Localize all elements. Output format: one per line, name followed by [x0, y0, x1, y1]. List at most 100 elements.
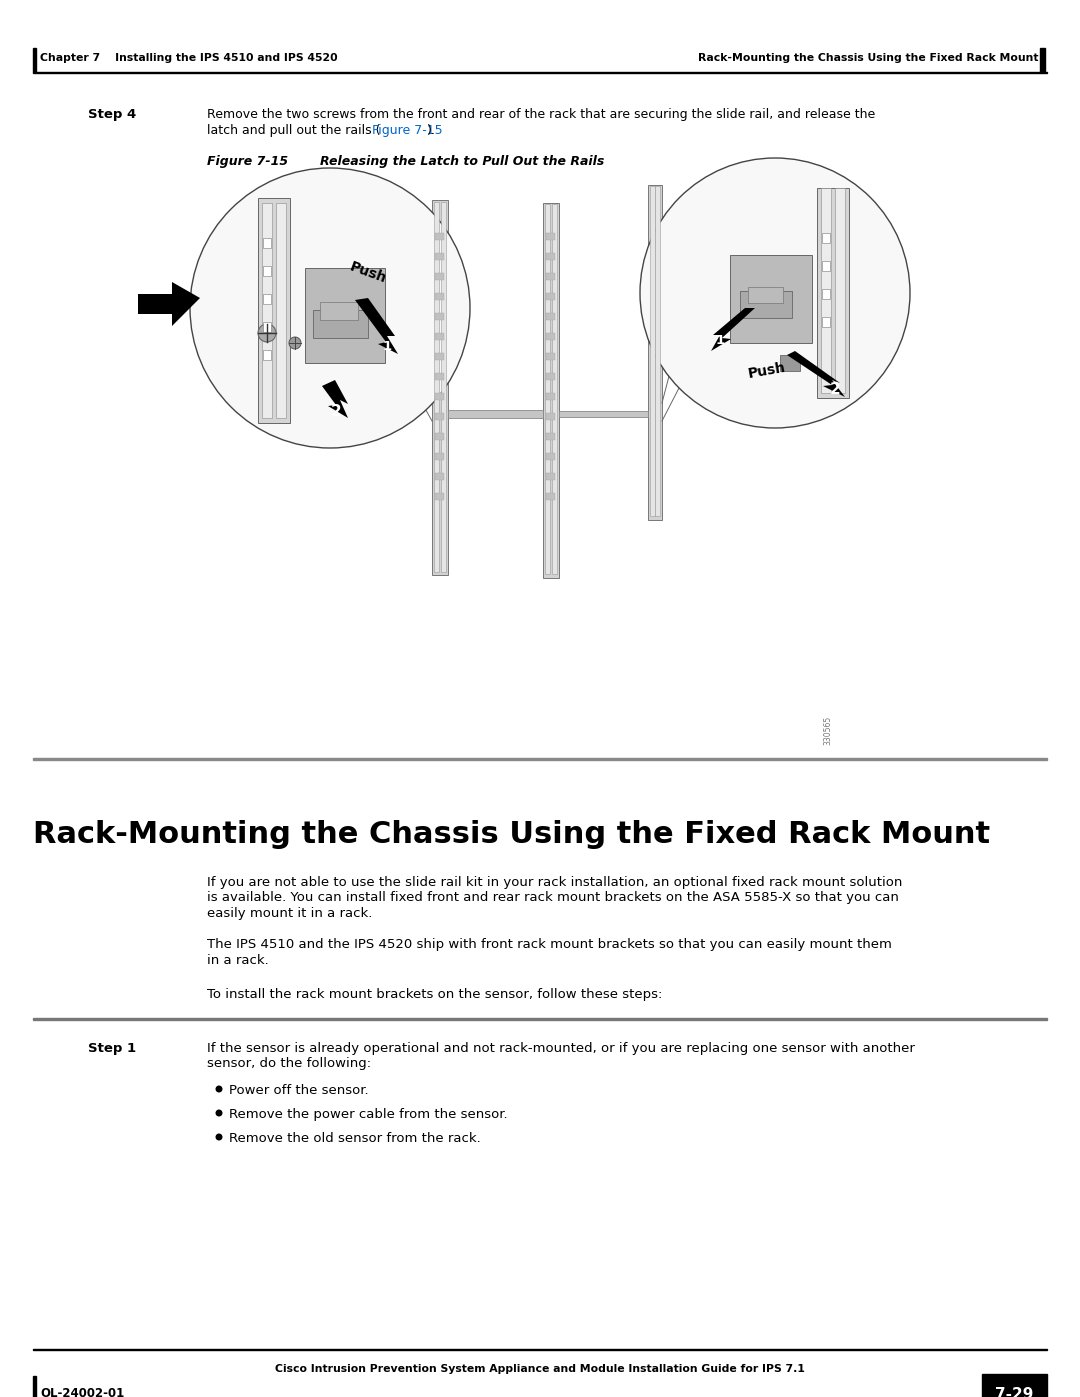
- Bar: [546, 393, 555, 400]
- Polygon shape: [138, 282, 200, 326]
- Bar: [821, 189, 831, 393]
- Bar: [822, 289, 831, 299]
- Bar: [434, 203, 438, 571]
- Polygon shape: [322, 380, 348, 418]
- Bar: [552, 204, 557, 574]
- Bar: [432, 200, 448, 576]
- Bar: [264, 265, 271, 277]
- Text: Releasing the Latch to Pull Out the Rails: Releasing the Latch to Pull Out the Rail…: [320, 155, 605, 168]
- Text: Figure 7-15: Figure 7-15: [372, 124, 443, 137]
- Circle shape: [216, 1085, 222, 1092]
- Bar: [546, 453, 555, 460]
- Text: is available. You can install fixed front and rear rack mount brackets on the AS: is available. You can install fixed fron…: [207, 891, 899, 904]
- Bar: [435, 313, 444, 320]
- Bar: [654, 186, 660, 515]
- Bar: [546, 373, 555, 380]
- Text: 1: 1: [715, 334, 725, 348]
- Bar: [258, 198, 291, 423]
- Text: Cisco Intrusion Prevention System Appliance and Module Installation Guide for IP: Cisco Intrusion Prevention System Applia…: [275, 1363, 805, 1375]
- Bar: [435, 493, 444, 500]
- Polygon shape: [787, 351, 845, 397]
- Circle shape: [289, 337, 301, 349]
- Ellipse shape: [190, 168, 470, 448]
- Bar: [264, 293, 271, 305]
- Ellipse shape: [640, 158, 910, 427]
- Bar: [740, 291, 792, 319]
- Bar: [546, 353, 555, 360]
- Text: If the sensor is already operational and not rack-mounted, or if you are replaci: If the sensor is already operational and…: [207, 1042, 915, 1055]
- Bar: [546, 253, 555, 260]
- Text: 330565: 330565: [824, 715, 833, 745]
- Bar: [546, 433, 555, 440]
- Text: 1: 1: [382, 339, 392, 352]
- Text: 2: 2: [829, 383, 840, 398]
- Bar: [648, 184, 662, 520]
- Text: Push: Push: [747, 360, 787, 381]
- Bar: [264, 237, 271, 249]
- Bar: [650, 186, 654, 515]
- Bar: [435, 393, 444, 400]
- Text: latch and pull out the rails (: latch and pull out the rails (: [207, 124, 380, 137]
- Text: Rack-Mounting the Chassis Using the Fixed Rack Mount: Rack-Mounting the Chassis Using the Fixe…: [698, 53, 1038, 63]
- Bar: [546, 332, 555, 339]
- Text: in a rack.: in a rack.: [207, 954, 269, 967]
- Bar: [546, 233, 555, 240]
- Bar: [435, 373, 444, 380]
- Bar: [543, 203, 559, 578]
- Text: 7-29: 7-29: [995, 1387, 1034, 1397]
- Text: Figure 7-15: Figure 7-15: [207, 155, 288, 168]
- Text: Chapter 7    Installing the IPS 4510 and IPS 4520: Chapter 7 Installing the IPS 4510 and IP…: [40, 53, 338, 63]
- Bar: [435, 233, 444, 240]
- Bar: [320, 302, 357, 320]
- Bar: [730, 256, 812, 344]
- Bar: [313, 310, 368, 338]
- Bar: [546, 493, 555, 500]
- Text: Push: Push: [348, 260, 389, 286]
- Bar: [835, 189, 845, 393]
- Circle shape: [258, 324, 276, 342]
- Bar: [435, 272, 444, 279]
- Bar: [435, 353, 444, 360]
- Text: To install the rack mount brackets on the sensor, follow these steps:: To install the rack mount brackets on th…: [207, 988, 662, 1002]
- Text: Step 1: Step 1: [87, 1042, 136, 1055]
- Bar: [546, 272, 555, 279]
- Polygon shape: [711, 307, 755, 351]
- Bar: [546, 293, 555, 300]
- Text: ).: ).: [427, 124, 436, 137]
- Text: Remove the two screws from the front and rear of the rack that are securing the : Remove the two screws from the front and…: [207, 108, 875, 122]
- Bar: [33, 1348, 1047, 1350]
- Bar: [33, 1018, 1047, 1020]
- Bar: [435, 433, 444, 440]
- Bar: [262, 203, 272, 418]
- Circle shape: [216, 1109, 222, 1116]
- Text: Rack-Mounting the Chassis Using the Fixed Rack Mount: Rack-Mounting the Chassis Using the Fixe…: [33, 820, 990, 849]
- Bar: [33, 47, 36, 73]
- Text: easily mount it in a rack.: easily mount it in a rack.: [207, 907, 373, 921]
- Bar: [748, 286, 783, 303]
- Bar: [982, 1375, 1047, 1397]
- Text: Remove the power cable from the sensor.: Remove the power cable from the sensor.: [229, 1108, 508, 1120]
- Bar: [545, 204, 550, 574]
- Bar: [441, 203, 446, 571]
- Bar: [816, 189, 849, 398]
- Bar: [435, 474, 444, 481]
- Text: If you are not able to use the slide rail kit in your rack installation, an opti: If you are not able to use the slide rai…: [207, 876, 903, 888]
- Bar: [822, 261, 831, 271]
- Text: 2: 2: [330, 404, 341, 419]
- Text: OL-24002-01: OL-24002-01: [40, 1387, 124, 1397]
- Bar: [33, 759, 1047, 760]
- Bar: [264, 321, 271, 332]
- Bar: [448, 409, 543, 418]
- Bar: [822, 233, 831, 243]
- Bar: [435, 332, 444, 339]
- Text: The IPS 4510 and the IPS 4520 ship with front rack mount brackets so that you ca: The IPS 4510 and the IPS 4520 ship with …: [207, 937, 892, 951]
- Bar: [546, 313, 555, 320]
- Bar: [822, 317, 831, 327]
- Circle shape: [216, 1133, 222, 1140]
- Bar: [435, 293, 444, 300]
- Bar: [33, 1376, 36, 1397]
- Bar: [1040, 47, 1045, 73]
- Bar: [559, 411, 648, 416]
- Text: Remove the old sensor from the rack.: Remove the old sensor from the rack.: [229, 1132, 481, 1146]
- Bar: [276, 203, 286, 418]
